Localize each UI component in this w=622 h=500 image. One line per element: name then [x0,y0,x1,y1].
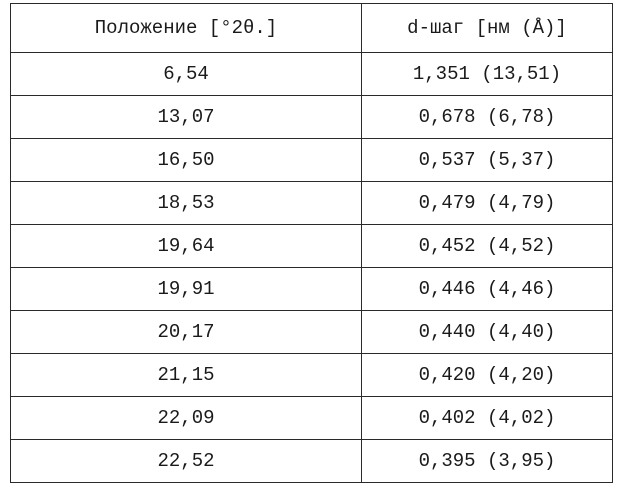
cell-position: 21,15 [10,353,362,397]
table-row: 19,91 0,446 (4,46) [10,267,613,311]
cell-position: 16,50 [10,138,362,182]
table-row: 18,53 0,479 (4,79) [10,181,613,225]
table-row: 21,15 0,420 (4,20) [10,353,613,397]
table-body: 6,54 1,351 (13,51) 13,07 0,678 (6,78) 16… [10,52,613,483]
cell-d-spacing: 0,440 (4,40) [361,310,613,354]
table-row: 20,17 0,440 (4,40) [10,310,613,354]
cell-position: 19,64 [10,224,362,268]
header-row: Положение [°2θ.] d-шаг [нм (Å)] [10,3,613,53]
xrd-peak-table: Положение [°2θ.] d-шаг [нм (Å)] 6,54 1,3… [10,3,613,483]
cell-d-spacing: 0,537 (5,37) [361,138,613,182]
cell-position: 19,91 [10,267,362,311]
cell-position: 13,07 [10,95,362,139]
table-row: 16,50 0,537 (5,37) [10,138,613,182]
table-row: 22,09 0,402 (4,02) [10,396,613,440]
cell-d-spacing: 0,420 (4,20) [361,353,613,397]
table-row: 13,07 0,678 (6,78) [10,95,613,139]
table-row: 19,64 0,452 (4,52) [10,224,613,268]
cell-d-spacing: 0,446 (4,46) [361,267,613,311]
cell-d-spacing: 0,479 (4,79) [361,181,613,225]
table-header: Положение [°2θ.] d-шаг [нм (Å)] [10,3,613,53]
cell-position: 20,17 [10,310,362,354]
cell-d-spacing: 0,395 (3,95) [361,439,613,483]
cell-position: 6,54 [10,52,362,96]
cell-d-spacing: 0,452 (4,52) [361,224,613,268]
header-d-spacing: d-шаг [нм (Å)] [361,3,613,53]
cell-position: 18,53 [10,181,362,225]
cell-position: 22,52 [10,439,362,483]
cell-d-spacing: 0,402 (4,02) [361,396,613,440]
cell-position: 22,09 [10,396,362,440]
header-position: Положение [°2θ.] [10,3,362,53]
cell-d-spacing: 1,351 (13,51) [361,52,613,96]
cell-d-spacing: 0,678 (6,78) [361,95,613,139]
table-row: 22,52 0,395 (3,95) [10,439,613,483]
table-row: 6,54 1,351 (13,51) [10,52,613,96]
